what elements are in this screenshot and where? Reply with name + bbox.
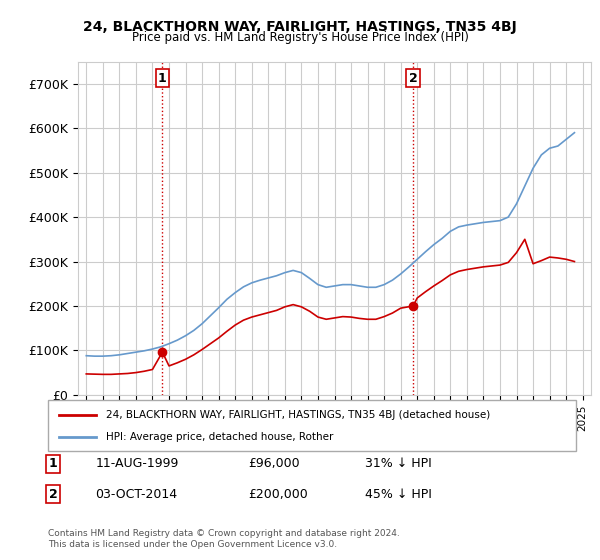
- Text: This data is licensed under the Open Government Licence v3.0.: This data is licensed under the Open Gov…: [48, 540, 337, 549]
- Text: 03-OCT-2014: 03-OCT-2014: [95, 488, 178, 501]
- Text: 31% ↓ HPI: 31% ↓ HPI: [365, 458, 431, 470]
- FancyBboxPatch shape: [48, 400, 576, 451]
- Text: 24, BLACKTHORN WAY, FAIRLIGHT, HASTINGS, TN35 4BJ: 24, BLACKTHORN WAY, FAIRLIGHT, HASTINGS,…: [83, 20, 517, 34]
- Text: 2: 2: [409, 72, 418, 85]
- Text: Contains HM Land Registry data © Crown copyright and database right 2024.: Contains HM Land Registry data © Crown c…: [48, 529, 400, 538]
- Text: 11-AUG-1999: 11-AUG-1999: [95, 458, 179, 470]
- Text: £200,000: £200,000: [248, 488, 308, 501]
- Text: 1: 1: [49, 458, 58, 470]
- Text: £96,000: £96,000: [248, 458, 300, 470]
- Text: 1: 1: [158, 72, 167, 85]
- Text: Price paid vs. HM Land Registry's House Price Index (HPI): Price paid vs. HM Land Registry's House …: [131, 31, 469, 44]
- Text: 45% ↓ HPI: 45% ↓ HPI: [365, 488, 431, 501]
- Text: 2: 2: [49, 488, 58, 501]
- Text: HPI: Average price, detached house, Rother: HPI: Average price, detached house, Roth…: [106, 432, 334, 442]
- Text: 24, BLACKTHORN WAY, FAIRLIGHT, HASTINGS, TN35 4BJ (detached house): 24, BLACKTHORN WAY, FAIRLIGHT, HASTINGS,…: [106, 409, 490, 419]
